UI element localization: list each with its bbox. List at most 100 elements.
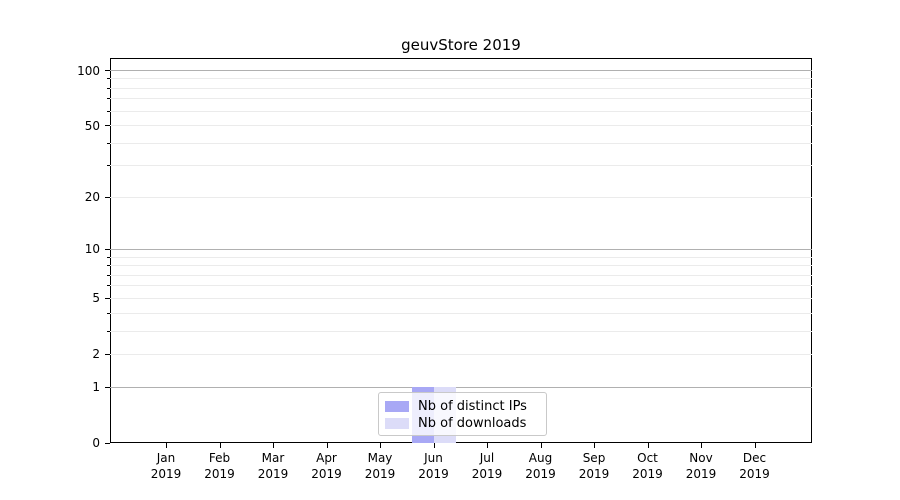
- minor-gridline: [110, 297, 812, 299]
- x-tick-month: Sep: [582, 451, 606, 465]
- y-axis-minor-tick: [107, 110, 110, 112]
- legend: Nb of distinct IPs Nb of downloads: [378, 392, 547, 436]
- x-tick-label: Feb 2019: [190, 450, 250, 482]
- x-axis-tick: [166, 443, 167, 448]
- x-tick-year: 2019: [632, 467, 663, 481]
- x-axis-tick: [594, 443, 595, 448]
- x-tick-month: Jun: [424, 451, 443, 465]
- x-axis-tick: [701, 443, 702, 448]
- minor-gridline: [110, 265, 812, 267]
- y-axis-tick: [105, 248, 110, 250]
- x-tick-label: Jun 2019: [404, 450, 464, 482]
- y-axis-minor-tick: [107, 285, 110, 287]
- legend-swatch-ips-icon: [385, 401, 409, 412]
- y-axis-tick: [105, 196, 110, 198]
- x-tick-month: Mar: [261, 451, 285, 465]
- x-tick-year: 2019: [471, 467, 503, 481]
- y-tick-label: 2: [92, 347, 100, 362]
- x-tick-month: Jul: [479, 451, 495, 465]
- y-tick-label: 100: [77, 63, 100, 78]
- x-tick-year: 2019: [311, 467, 342, 481]
- minor-gridline: [110, 110, 812, 112]
- minor-gridline: [110, 330, 812, 332]
- x-axis-tick: [540, 443, 542, 448]
- y-tick-label: 50: [84, 118, 100, 133]
- y-axis-minor-tick: [107, 142, 110, 144]
- x-tick-label: Jan 2019: [136, 450, 196, 482]
- y-axis-minor-tick: [107, 265, 110, 267]
- x-axis-tick: [487, 443, 488, 448]
- y-axis-minor-tick: [107, 312, 110, 314]
- legend-label-downloads: Nb of downloads: [418, 416, 527, 431]
- y-axis-minor-tick: [107, 274, 110, 276]
- x-tick-year: 2019: [150, 467, 182, 481]
- y-axis-tick: [105, 70, 110, 72]
- y-axis-tick: [105, 125, 110, 127]
- y-tick-label: 5: [92, 291, 100, 306]
- x-axis-tick: [433, 443, 435, 448]
- y-axis-tick: [105, 353, 110, 355]
- y-axis-tick: [105, 297, 110, 299]
- x-axis-tick: [273, 443, 274, 448]
- x-tick-month: Jan: [156, 451, 176, 465]
- x-tick-label: Jul 2019: [457, 450, 517, 482]
- x-axis-tick: [647, 443, 649, 448]
- y-axis-minor-tick: [107, 78, 110, 80]
- x-tick-year: 2019: [578, 467, 610, 481]
- y-axis-tick: [105, 442, 110, 444]
- x-tick-label: Apr 2019: [297, 450, 357, 482]
- x-tick-month: Apr: [316, 451, 337, 465]
- major-gridline: [110, 386, 812, 388]
- y-axis-tick: [105, 386, 110, 388]
- x-tick-month: Nov: [689, 451, 713, 465]
- x-tick-year: 2019: [257, 467, 289, 481]
- minor-gridline: [110, 274, 812, 276]
- minor-gridline: [110, 196, 812, 198]
- y-axis-minor-tick: [107, 256, 110, 258]
- minor-gridline: [110, 78, 812, 80]
- minor-gridline: [110, 98, 812, 100]
- legend-label-distinct-ips: Nb of distinct IPs: [418, 399, 527, 414]
- minor-gridline: [110, 125, 812, 127]
- minor-gridline: [110, 312, 812, 314]
- x-tick-year: 2019: [364, 467, 396, 481]
- minor-gridline: [110, 353, 812, 355]
- minor-gridline: [110, 142, 812, 144]
- x-tick-year: 2019: [204, 467, 235, 481]
- minor-gridline: [110, 165, 812, 167]
- x-tick-label: Oct 2019: [618, 450, 678, 482]
- x-tick-label: Dec 2019: [725, 450, 785, 482]
- x-axis-tick: [754, 443, 756, 448]
- x-tick-month: Feb: [208, 451, 231, 465]
- x-tick-label: Mar 2019: [243, 450, 303, 482]
- y-tick-label: 10: [84, 242, 100, 257]
- x-axis-tick: [219, 443, 221, 448]
- x-tick-year: 2019: [685, 467, 717, 481]
- x-tick-month: Aug: [528, 451, 553, 465]
- y-tick-label: 0: [92, 436, 100, 450]
- plot-area: [110, 58, 812, 443]
- major-gridline: [110, 70, 812, 72]
- x-tick-year: 2019: [739, 467, 770, 481]
- minor-gridline: [110, 285, 812, 287]
- x-axis-tick: [326, 443, 328, 448]
- x-tick-label: Sep 2019: [564, 450, 624, 482]
- x-tick-month: Oct: [637, 451, 658, 465]
- legend-entry-distinct-ips: Nb of distinct IPs: [385, 398, 538, 415]
- x-tick-year: 2019: [418, 467, 449, 481]
- y-tick-label: 20: [84, 190, 100, 205]
- x-axis-tick: [380, 443, 381, 448]
- minor-gridline: [110, 256, 812, 258]
- x-tick-year: 2019: [525, 467, 556, 481]
- y-axis-minor-tick: [107, 87, 110, 89]
- y-axis-minor-tick: [107, 98, 110, 100]
- x-tick-month: May: [367, 451, 393, 465]
- y-axis-minor-tick: [107, 330, 110, 332]
- x-tick-label: Aug 2019: [511, 450, 571, 482]
- x-tick-label: Nov 2019: [671, 450, 731, 482]
- minor-gridline: [110, 87, 812, 89]
- chart-title: geuvStore 2019: [401, 36, 521, 54]
- y-tick-label: 1: [92, 380, 100, 395]
- x-tick-month: Dec: [742, 451, 767, 465]
